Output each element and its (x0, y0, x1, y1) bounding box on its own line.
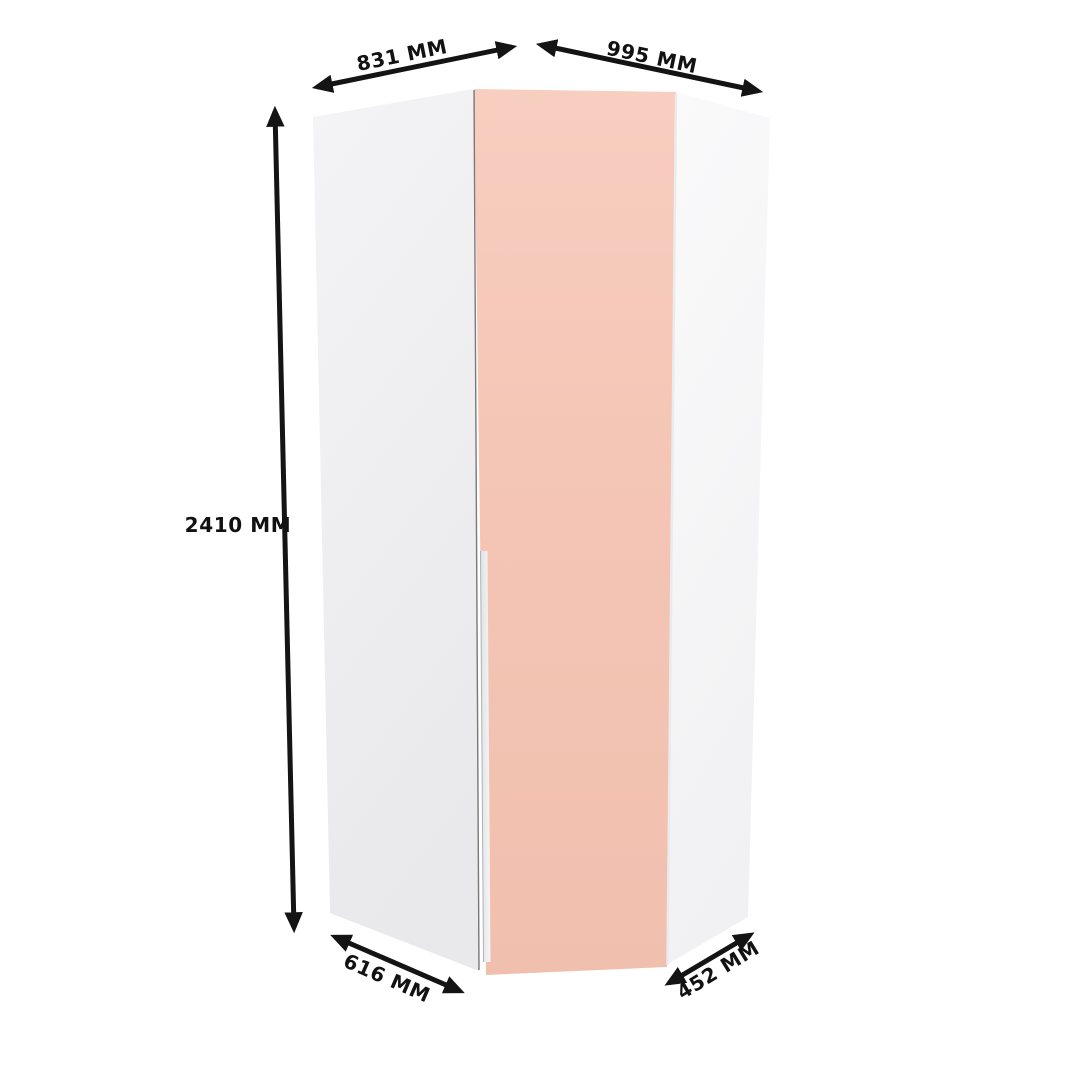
height-arrow (266, 105, 303, 934)
wardrobe-right-side-panel (668, 92, 770, 964)
top-right-width-arrow (535, 39, 764, 97)
top-left-width-arrow (311, 41, 518, 93)
wardrobe-door-front (474, 89, 676, 975)
dimension-label-height: 2410 MM (184, 513, 292, 537)
door-right-edge-highlight (666, 93, 678, 966)
wardrobe-left-side-panel (313, 89, 479, 971)
bottom-right-depth-arrow (664, 932, 755, 986)
bottom-left-depth-arrow (330, 934, 465, 994)
door-handle-edge (480, 550, 484, 963)
door-gap-line (473, 89, 480, 971)
